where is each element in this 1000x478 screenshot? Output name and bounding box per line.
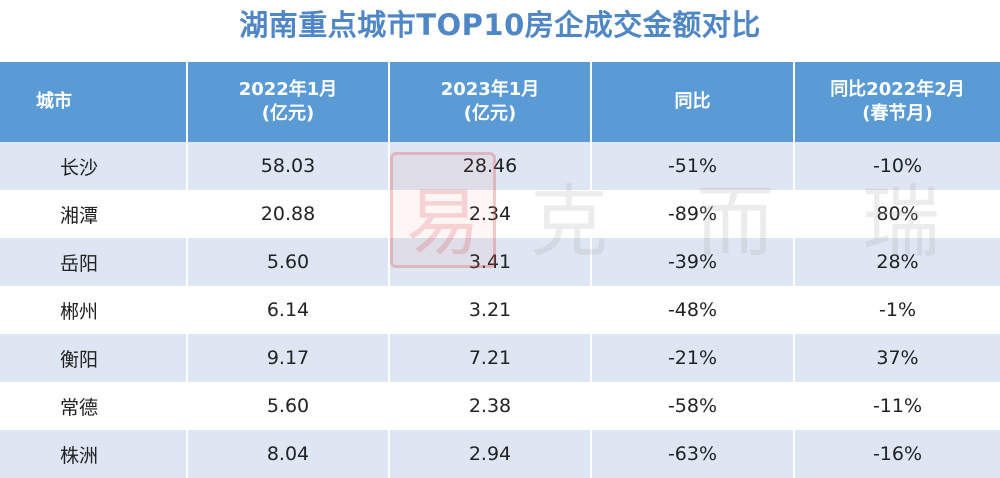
cell-yoy: -63% [592, 430, 795, 478]
header-jan2023: 2023年1月 (亿元) [390, 62, 592, 142]
cell-jan2023: 7.21 [390, 334, 592, 382]
header-jan2022-label: 2022年1月 [238, 79, 338, 100]
cell-city: 岳阳 [0, 238, 188, 286]
cell-yoy: -48% [592, 286, 795, 334]
header-row: 城市 2022年1月 (亿元) 2023年1月 (亿元) 同比 同比2022年2… [0, 62, 1000, 142]
header-jan2022-unit: (亿元) [261, 103, 315, 124]
cell-jan2023: 2.38 [390, 382, 592, 430]
table-row: 郴州 6.14 3.21 -48% -1% [0, 286, 1000, 334]
cell-city: 株洲 [0, 430, 188, 478]
table-body: 长沙 58.03 28.46 -51% -10% 湘潭 20.88 2.34 -89% 80% 岳阳… [0, 142, 1000, 478]
cell-vs-feb2022: -11% [795, 382, 1000, 430]
cell-jan2022: 8.04 [188, 430, 390, 478]
cell-yoy: -51% [592, 142, 795, 190]
cell-jan2023: 3.41 [390, 238, 592, 286]
table-row: 岳阳 5.60 3.41 -39% 28% [0, 238, 1000, 286]
header-city: 城市 [0, 62, 188, 142]
cell-yoy: -58% [592, 382, 795, 430]
header-vs-feb2022-note: (春节月) [862, 103, 933, 124]
cell-jan2023: 28.46 [390, 142, 592, 190]
cell-jan2023: 2.34 [390, 190, 592, 238]
cell-vs-feb2022: -10% [795, 142, 1000, 190]
header-jan2023-unit: (亿元) [463, 103, 517, 124]
cell-jan2023: 3.21 [390, 286, 592, 334]
cell-jan2022: 9.17 [188, 334, 390, 382]
table-row: 湘潭 20.88 2.34 -89% 80% [0, 190, 1000, 238]
cell-jan2022: 58.03 [188, 142, 390, 190]
cell-vs-feb2022: 37% [795, 334, 1000, 382]
table-row: 衡阳 9.17 7.21 -21% 37% [0, 334, 1000, 382]
cell-jan2022: 20.88 [188, 190, 390, 238]
header-vs-feb2022: 同比2022年2月 (春节月) [795, 62, 1000, 142]
header-jan2022: 2022年1月 (亿元) [188, 62, 390, 142]
cell-vs-feb2022: 28% [795, 238, 1000, 286]
header-vs-feb2022-label: 同比2022年2月 [830, 79, 965, 100]
table-row: 株洲 8.04 2.94 -63% -16% [0, 430, 1000, 478]
data-table: 城市 2022年1月 (亿元) 2023年1月 (亿元) 同比 同比2022年2… [0, 62, 1000, 478]
table-row: 常德 5.60 2.38 -58% -11% [0, 382, 1000, 430]
cell-vs-feb2022: -16% [795, 430, 1000, 478]
header-jan2023-label: 2023年1月 [440, 79, 540, 100]
cell-yoy: -21% [592, 334, 795, 382]
cell-yoy: -39% [592, 238, 795, 286]
table-row: 长沙 58.03 28.46 -51% -10% [0, 142, 1000, 190]
cell-city: 常德 [0, 382, 188, 430]
cell-city: 郴州 [0, 286, 188, 334]
cell-jan2023: 2.94 [390, 430, 592, 478]
cell-city: 湘潭 [0, 190, 188, 238]
cell-jan2022: 5.60 [188, 382, 390, 430]
cell-city: 衡阳 [0, 334, 188, 382]
cell-vs-feb2022: -1% [795, 286, 1000, 334]
cell-jan2022: 6.14 [188, 286, 390, 334]
cell-city: 长沙 [0, 142, 188, 190]
table-title: 湖南重点城市TOP10房企成交金额对比 [239, 8, 761, 42]
cell-jan2022: 5.60 [188, 238, 390, 286]
header-yoy: 同比 [592, 62, 795, 142]
cell-yoy: -89% [592, 190, 795, 238]
cell-vs-feb2022: 80% [795, 190, 1000, 238]
